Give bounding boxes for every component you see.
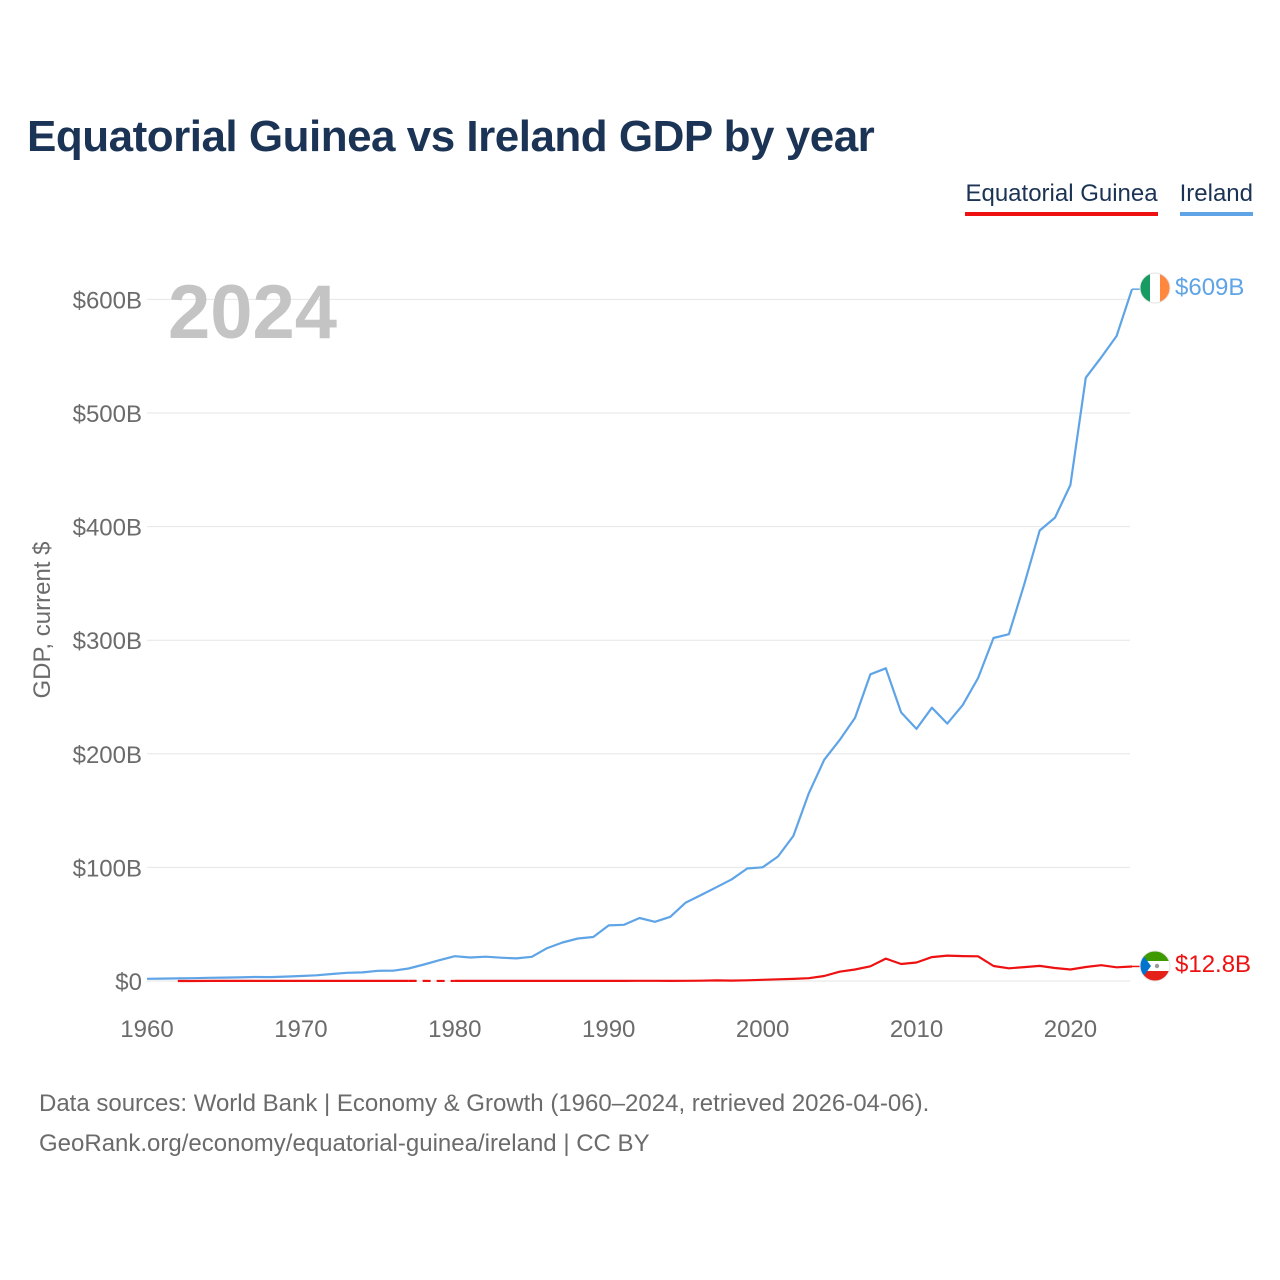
x-tick-label: 1960 <box>120 1016 173 1043</box>
data-sources: Data sources: World Bank | Economy & Gro… <box>39 1090 930 1117</box>
legend: Equatorial Guinea Ireland <box>965 180 1253 216</box>
equatorial-guinea-line[interactable] <box>454 954 1133 982</box>
y-tick-label: $600B <box>73 287 142 314</box>
x-tick-label: 1970 <box>274 1016 327 1043</box>
x-tick-label: 2000 <box>736 1016 789 1043</box>
y-tick-label: $200B <box>73 742 142 769</box>
ireland-line[interactable] <box>146 288 1134 980</box>
gdp-line-chart: $0 $100B $200B $300B $400B $500B $600B 1960 197… <box>29 270 1251 1043</box>
year-label: 2024 <box>168 270 337 355</box>
y-tick-label: $0 <box>115 969 142 996</box>
y-axis-title: GDP, current $ <box>29 542 56 699</box>
grid-lines <box>147 298 1130 982</box>
equatorial-guinea-flag-icon <box>1139 950 1171 982</box>
y-axis: $0 $100B $200B $300B $400B $500B $600B <box>73 287 142 996</box>
x-axis: 1960 1970 1980 1990 2000 2010 2020 <box>120 1016 1097 1043</box>
chart-title: Equatorial Guinea vs Ireland GDP by year <box>27 112 875 161</box>
legend-equatorial-guinea[interactable]: Equatorial Guinea <box>965 180 1158 216</box>
x-tick-label: 2020 <box>1044 1016 1097 1043</box>
y-tick-label: $300B <box>73 628 142 655</box>
y-tick-label: $100B <box>73 855 142 882</box>
y-tick-label: $400B <box>73 515 142 542</box>
source-link[interactable]: GeoRank.org/economy/equatorial-guinea/ir… <box>39 1130 650 1157</box>
x-tick-label: 1980 <box>428 1016 481 1043</box>
footer: Data sources: World Bank | Economy & Gro… <box>39 1084 929 1164</box>
legend-ireland[interactable]: Ireland <box>1179 180 1253 216</box>
x-tick-label: 1990 <box>582 1016 635 1043</box>
y-tick-label: $500B <box>73 401 142 428</box>
x-tick-label: 2010 <box>890 1016 943 1043</box>
ireland-end-label: $609B <box>1175 274 1244 301</box>
ireland-flag-icon <box>1139 272 1171 304</box>
equatorial-guinea-end-label: $12.8B <box>1175 951 1251 978</box>
